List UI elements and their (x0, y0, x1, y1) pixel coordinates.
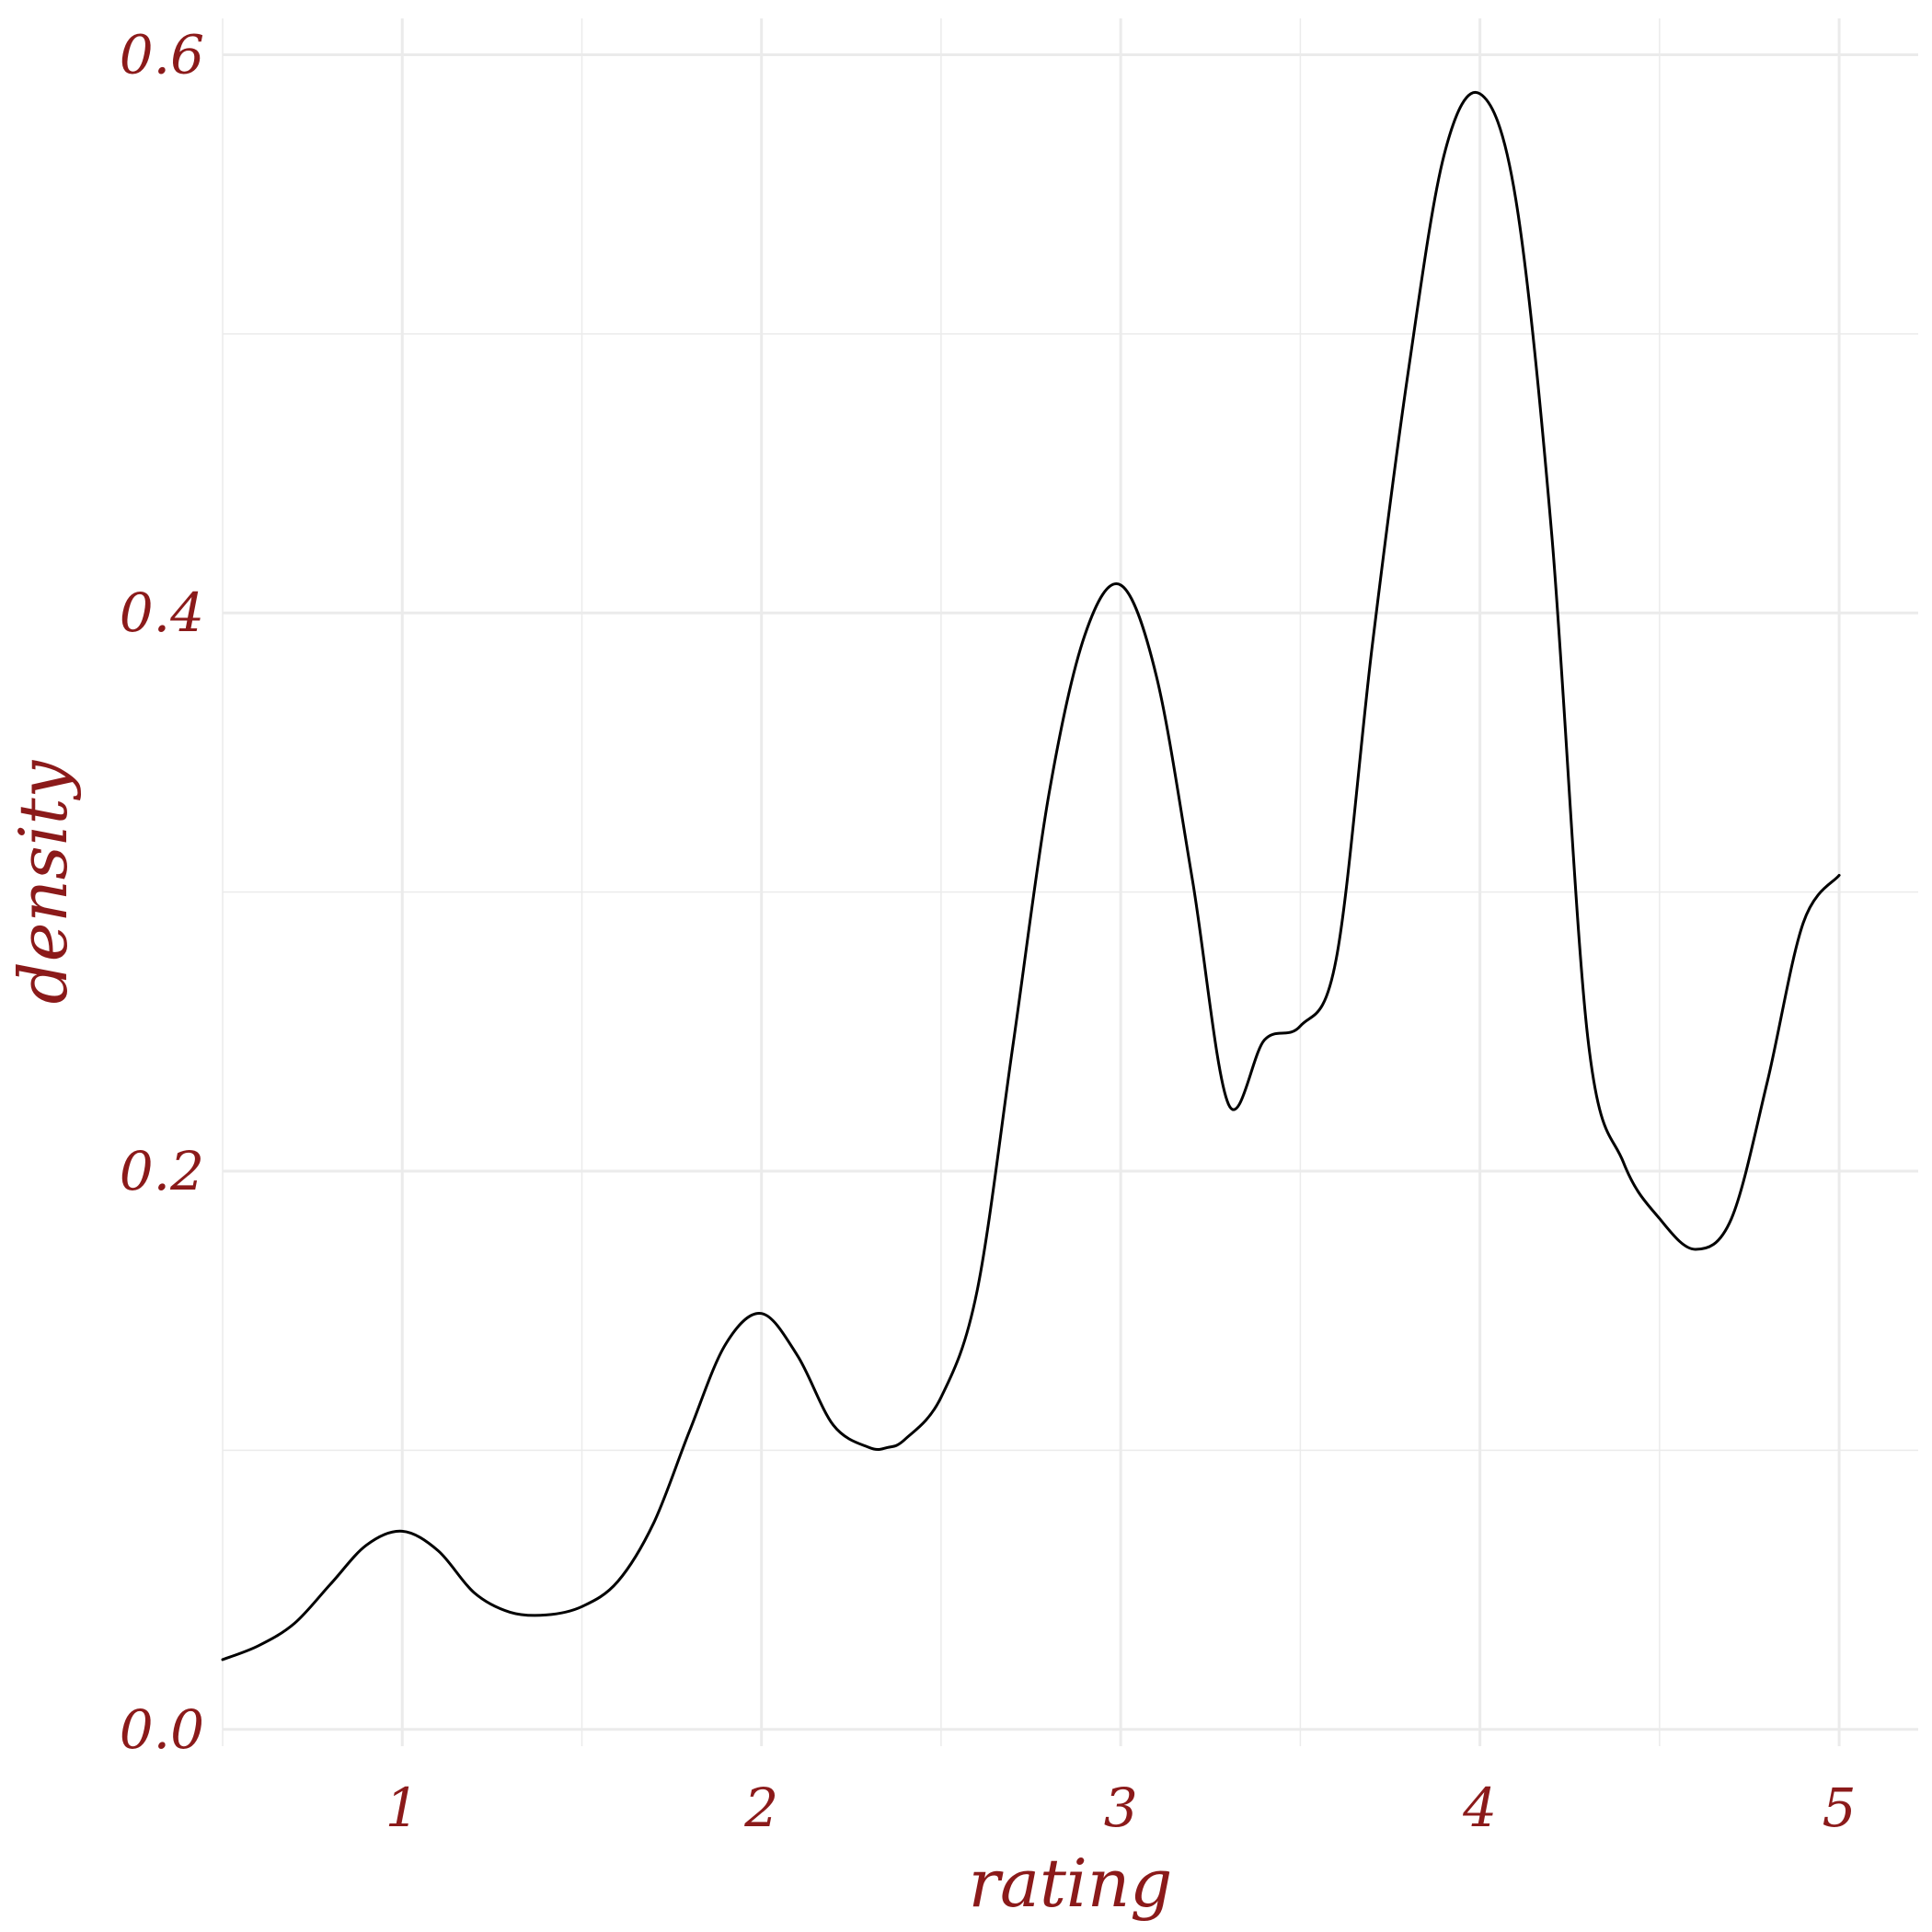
y-tick-label: 0.2 (120, 1140, 204, 1202)
major-gridlines (223, 18, 1918, 1746)
x-tick-label: 5 (1823, 1777, 1857, 1839)
minor-gridlines (222, 18, 1918, 1746)
x-axis-label: rating (969, 1845, 1173, 1922)
density-curve (221, 90, 1841, 1662)
y-axis-tick-labels: 0.0 0.2 0.4 0.6 (120, 23, 204, 1760)
y-tick-label: 0.0 (120, 1698, 204, 1761)
y-axis-label: density (5, 759, 82, 1004)
x-tick-label: 2 (743, 1777, 778, 1839)
x-tick-label: 3 (1104, 1777, 1138, 1839)
x-tick-label: 4 (1462, 1777, 1497, 1839)
y-tick-label: 0.6 (120, 23, 204, 86)
x-axis-tick-labels: 1 2 3 4 5 (385, 1777, 1857, 1839)
x-tick-label: 1 (385, 1777, 420, 1839)
y-tick-label: 0.4 (120, 581, 204, 644)
